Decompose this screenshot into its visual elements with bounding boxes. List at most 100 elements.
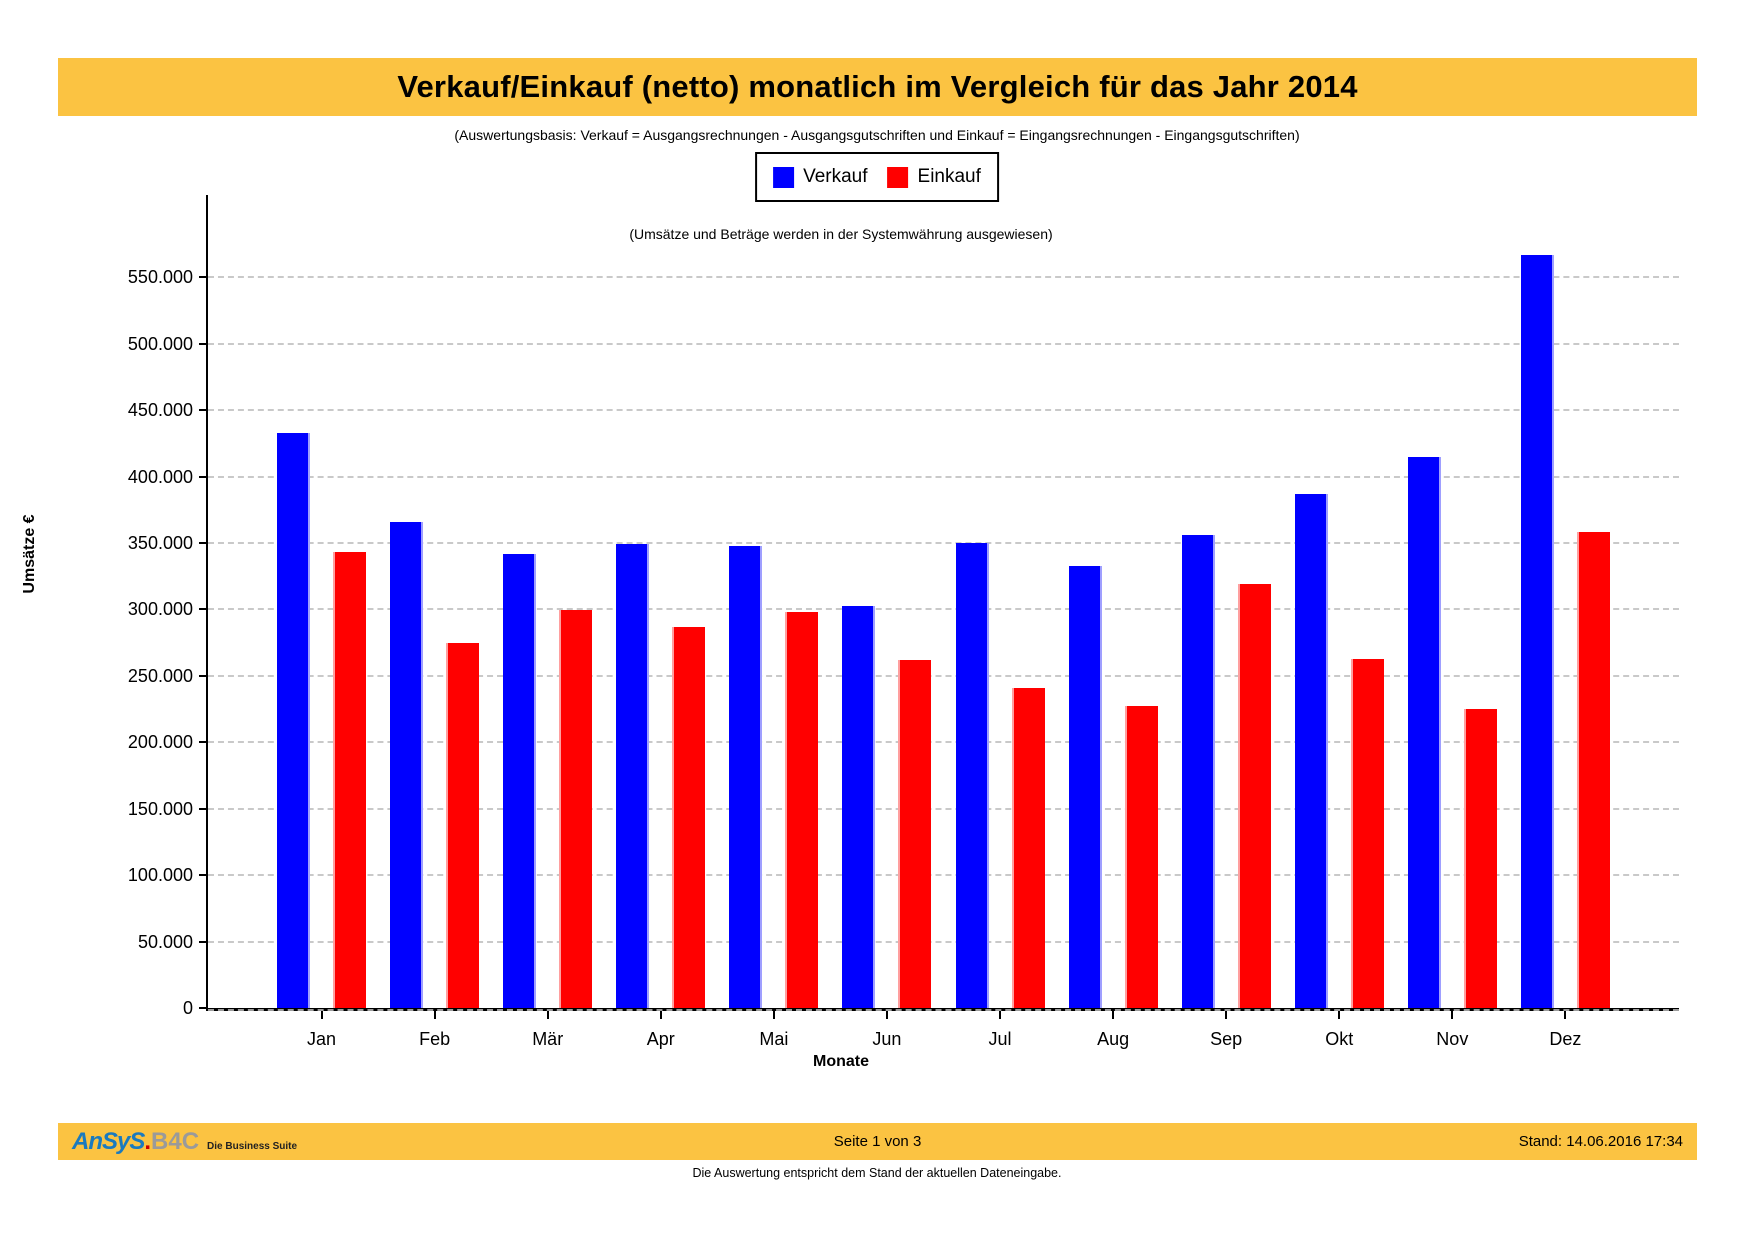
x-tick-label-aug: Aug	[1097, 1029, 1130, 1049]
ansys-b4c-logo: AnSyS . B4C Die Business Suite	[72, 1128, 297, 1156]
logo-ansys-text: AnSyS	[72, 1127, 145, 1155]
logo-tagline: Die Business Suite	[207, 1140, 298, 1152]
month-group-mär: Mär	[491, 195, 604, 1049]
x-tick-mark-jul	[999, 1011, 1001, 1019]
bar-verkauf-sep	[1181, 535, 1215, 1008]
bar-einkauf-jun	[898, 660, 932, 1008]
report-timestamp: Stand: 14.06.2016 17:34	[1518, 1133, 1683, 1150]
y-tick-label-300.000: 300.000	[127, 599, 193, 620]
y-tick-label-500.000: 500.000	[127, 333, 193, 354]
x-tick-mark-dez	[1564, 1011, 1567, 1019]
month-group-nov: Nov	[1396, 195, 1509, 1049]
x-tick-mark-jun	[885, 1011, 888, 1019]
x-tick-mark-aug	[1112, 1011, 1115, 1019]
bar-einkauf-feb	[446, 642, 480, 1008]
y-tick-label-450.000: 450.000	[127, 400, 193, 421]
gridline-450.000	[208, 409, 1679, 412]
bar-verkauf-jul	[955, 543, 989, 1008]
bar-verkauf-dez	[1520, 254, 1554, 1008]
x-tick-mark-mär	[546, 1011, 549, 1019]
bar-einkauf-apr	[672, 626, 706, 1008]
y-tick-mark	[199, 276, 208, 279]
legend-box: Verkauf Einkauf	[755, 152, 999, 202]
y-tick-mark	[199, 608, 208, 611]
currency-note: (Umsätze und Beträge werden in der Syste…	[629, 226, 1053, 242]
y-tick-label-150.000: 150.000	[127, 798, 193, 819]
gridline-250.000	[208, 674, 1679, 677]
y-tick-mark	[199, 542, 208, 545]
bar-verkauf-apr	[616, 544, 650, 1008]
bar-verkauf-feb	[390, 521, 424, 1008]
verkauf-color-swatch	[773, 166, 795, 188]
bar-verkauf-nov	[1407, 456, 1441, 1008]
month-group-dez: Dez	[1509, 195, 1622, 1049]
bar-einkauf-okt	[1350, 658, 1384, 1008]
x-tick-label-sep: Sep	[1210, 1029, 1243, 1049]
y-tick-label-400.000: 400.000	[127, 466, 193, 487]
month-group-apr: Apr	[604, 195, 717, 1049]
bar-verkauf-jan	[277, 432, 311, 1008]
month-group-jul: Jul	[943, 195, 1056, 1049]
legend-label-verkauf: Verkauf	[803, 166, 868, 187]
x-tick-mark-jan	[320, 1011, 323, 1019]
logo-b4c-text: B4C	[151, 1127, 200, 1155]
x-tick-mark-feb	[433, 1011, 436, 1019]
gridline-300.000	[208, 608, 1679, 611]
legend-item-verkauf: Verkauf	[773, 166, 868, 188]
gridline-500.000	[208, 342, 1679, 345]
y-tick-label-250.000: 250.000	[127, 665, 193, 686]
x-tick-mark-mai	[772, 1011, 775, 1019]
y-tick-mark	[199, 1007, 208, 1009]
x-tick-label-feb: Feb	[419, 1029, 451, 1049]
bar-einkauf-mai	[785, 612, 819, 1008]
subtitle: (Auswertungsbasis: Verkauf = Ausgangsrec…	[454, 127, 1300, 143]
y-tick-mark	[199, 807, 208, 810]
bar-einkauf-jan	[333, 552, 367, 1008]
gridline-150.000	[208, 807, 1679, 810]
bar-verkauf-aug	[1068, 565, 1102, 1008]
x-tick-mark-okt	[1338, 1011, 1341, 1019]
x-tick-label-jul: Jul	[988, 1029, 1012, 1049]
x-tick-label-mär: Mär	[532, 1029, 564, 1049]
bar-einkauf-aug	[1124, 706, 1158, 1008]
month-group-aug: Aug	[1057, 195, 1170, 1049]
x-tick-label-nov: Nov	[1436, 1029, 1469, 1049]
x-tick-mark-apr	[659, 1011, 662, 1019]
month-group-feb: Feb	[378, 195, 491, 1049]
x-tick-mark-sep	[1225, 1011, 1228, 1019]
x-tick-label-jun: Jun	[872, 1029, 902, 1049]
logo-dot: .	[144, 1127, 152, 1155]
y-tick-mark	[199, 409, 208, 412]
legend-label-einkauf: Einkauf	[917, 166, 981, 187]
gridline-100.000	[208, 874, 1679, 877]
bar-verkauf-mär	[503, 553, 537, 1008]
y-tick-label-100.000: 100.000	[127, 865, 193, 886]
x-tick-label-okt: Okt	[1325, 1029, 1354, 1049]
y-tick-label-350.000: 350.000	[127, 533, 193, 554]
month-group-jan: Jan	[265, 195, 378, 1049]
x-tick-mark-nov	[1451, 1011, 1454, 1019]
gridline-550.000	[208, 276, 1679, 279]
gridline-50.000	[208, 940, 1679, 943]
footer-bar: AnSyS . B4C Die Business Suite Seite 1 v…	[58, 1123, 1697, 1160]
x-tick-label-mai: Mai	[759, 1029, 789, 1049]
bar-einkauf-mär	[559, 609, 593, 1008]
x-tick-label-apr: Apr	[646, 1029, 675, 1049]
y-tick-mark	[199, 940, 208, 943]
bar-verkauf-mai	[729, 545, 763, 1008]
legend-item-einkauf: Einkauf	[887, 166, 981, 188]
einkauf-color-swatch	[887, 166, 909, 188]
bar-einkauf-nov	[1463, 709, 1497, 1008]
gridline-350.000	[208, 542, 1679, 545]
y-tick-mark	[199, 674, 208, 677]
bar-einkauf-dez	[1576, 532, 1610, 1008]
y-tick-label-200.000: 200.000	[127, 732, 193, 753]
x-tick-label-jan: Jan	[307, 1029, 337, 1049]
bar-verkauf-jun	[842, 605, 876, 1008]
bar-columns: Jan Feb Mär Apr Mai Jun Jul Aug Sep Okt Nov Dez	[208, 195, 1679, 1049]
month-group-sep: Sep	[1170, 195, 1283, 1049]
y-tick-mark	[199, 874, 208, 877]
y-tick-label-50.000: 50.000	[137, 931, 193, 952]
plot-area: Jan Feb Mär Apr Mai Jun Jul Aug Sep Okt Nov Dez 0 50…	[128, 195, 1679, 1049]
